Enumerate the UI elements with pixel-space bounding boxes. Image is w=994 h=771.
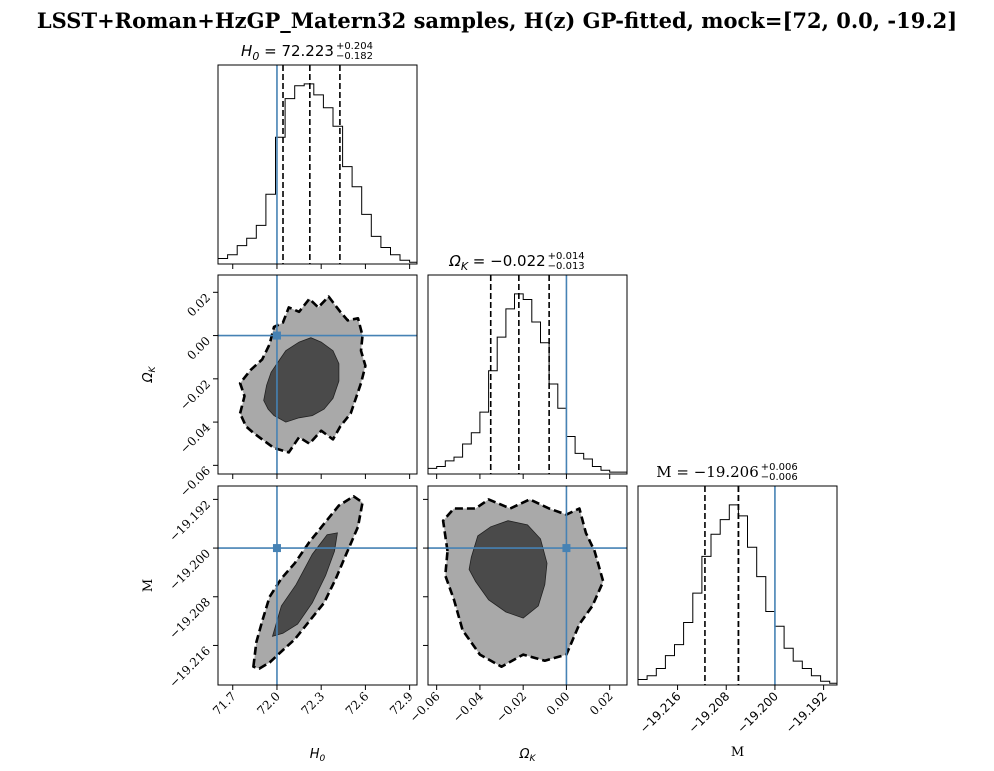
hist-panel-OmegaK: ΩK = −0.022 +0.014−0.013 bbox=[427, 251, 628, 475]
truth-marker-H0-OmegaK bbox=[272, 331, 281, 340]
xtick-label-H0-2: 72.3 bbox=[299, 689, 328, 718]
xaxis-label-main-M: M bbox=[731, 745, 744, 760]
truth-marker-OmegaK-M bbox=[562, 544, 571, 553]
hist-steps-M bbox=[638, 504, 837, 684]
contour-panel-OmegaK-M bbox=[427, 485, 628, 686]
xtick-label-OmegaK-1: −0.04 bbox=[450, 689, 486, 725]
title-symbol-OmegaK: Ω bbox=[448, 252, 461, 270]
xtick-label-M-1: −19.208 bbox=[686, 689, 733, 736]
ytick-label-M-1: −19.208 bbox=[166, 595, 213, 642]
xaxis-label-main-H0: H bbox=[310, 747, 320, 762]
title-plus-M: +0.006 bbox=[761, 462, 798, 473]
title-value-H0: 72.223 bbox=[281, 42, 334, 60]
yaxis-label-main-M: M bbox=[141, 579, 156, 592]
hist-panel-H0: H0 = 72.223 +0.204−0.182 bbox=[217, 41, 418, 265]
panel-frame-M bbox=[637, 485, 838, 686]
panel-frame-OmegaK-M bbox=[427, 485, 628, 686]
title-plus-H0: +0.204 bbox=[336, 41, 373, 52]
yaxis-label-sub-OmegaK: K bbox=[148, 365, 158, 372]
hist-panel-M: M = −19.206 +0.006−0.006 bbox=[637, 462, 838, 686]
ytick-label-M-2: −19.200 bbox=[166, 546, 213, 593]
title-OmegaK: ΩK = −0.022 bbox=[448, 252, 545, 273]
contour-inner-OmegaK-M bbox=[468, 520, 548, 619]
xtick-label-M-2: −19.200 bbox=[734, 689, 781, 736]
ytick-label-OmegaK-1: −0.04 bbox=[177, 420, 213, 456]
title-eq-H0: = bbox=[259, 42, 281, 60]
yaxis-label-main-OmegaK: Ω bbox=[141, 372, 156, 383]
figure-title: LSST+Roman+HzGP_Matern32 samples, H(z) G… bbox=[36, 8, 958, 33]
xtick-label-OmegaK-3: 0.00 bbox=[544, 689, 573, 718]
xtick-label-OmegaK-0: −0.06 bbox=[407, 689, 443, 725]
title-eq-M: = bbox=[672, 463, 694, 481]
title-value-M: −19.206 bbox=[694, 463, 759, 481]
title-symbol-M: M bbox=[656, 463, 671, 481]
xtick-label-H0-3: 72.6 bbox=[343, 689, 372, 718]
xtick-label-H0-0: 71.7 bbox=[210, 689, 239, 718]
title-eq-OmegaK: = bbox=[468, 252, 490, 270]
panel-frame-H0 bbox=[217, 64, 418, 265]
yaxis-label-OmegaK: ΩK bbox=[141, 365, 158, 383]
title-minus-M: −0.006 bbox=[761, 472, 798, 483]
xtick-label-M-0: −19.216 bbox=[637, 689, 684, 736]
truth-marker-H0-M bbox=[272, 544, 281, 553]
xtick-label-H0-1: 72.0 bbox=[254, 689, 283, 718]
contour-inner-H0-M bbox=[271, 532, 338, 637]
xaxis-label-M: M bbox=[731, 745, 744, 760]
title-M: M = −19.206 bbox=[656, 463, 759, 481]
ytick-label-OmegaK-0: −0.06 bbox=[177, 464, 213, 500]
ytick-label-OmegaK-4: 0.02 bbox=[184, 291, 213, 320]
contour-panel-H0-M bbox=[217, 485, 418, 686]
title-symbol-H0: H bbox=[241, 42, 252, 60]
ytick-label-OmegaK-3: 0.00 bbox=[184, 334, 213, 363]
title-H0: H0 = 72.223 bbox=[241, 42, 334, 63]
xaxis-label-main-OmegaK: Ω bbox=[519, 747, 530, 762]
ytick-label-M-3: −19.192 bbox=[166, 498, 213, 545]
title-plus-OmegaK: +0.014 bbox=[548, 251, 585, 262]
hist-steps-OmegaK bbox=[428, 293, 627, 473]
panel-frame-OmegaK bbox=[427, 274, 628, 475]
contour-panel-H0-OmegaK bbox=[217, 274, 418, 475]
xaxis-label-sub-H0: 0 bbox=[320, 754, 326, 764]
xaxis-label-H0: H0 bbox=[310, 747, 326, 764]
title-minus-H0: −0.182 bbox=[336, 51, 373, 62]
xtick-label-OmegaK-2: −0.02 bbox=[493, 689, 529, 725]
xtick-label-M-3: −19.192 bbox=[783, 689, 830, 736]
panel-frame-H0-OmegaK bbox=[217, 274, 418, 475]
title-sub-OmegaK: K bbox=[461, 260, 469, 273]
xaxis-label-OmegaK: ΩK bbox=[519, 747, 537, 764]
hist-steps-H0 bbox=[218, 83, 417, 263]
xaxis-label-sub-OmegaK: K bbox=[530, 754, 537, 764]
xtick-label-OmegaK-4: 0.02 bbox=[587, 689, 616, 718]
contour-inner-H0-OmegaK bbox=[263, 337, 340, 423]
ytick-label-OmegaK-2: −0.02 bbox=[177, 377, 213, 413]
ytick-label-M-0: −19.216 bbox=[166, 644, 213, 691]
yaxis-label-M: M bbox=[141, 579, 156, 592]
title-minus-OmegaK: −0.013 bbox=[548, 261, 585, 272]
title-value-OmegaK: −0.022 bbox=[490, 252, 546, 270]
panel-frame-H0-M bbox=[217, 485, 418, 686]
title-sub-H0: 0 bbox=[252, 50, 259, 63]
